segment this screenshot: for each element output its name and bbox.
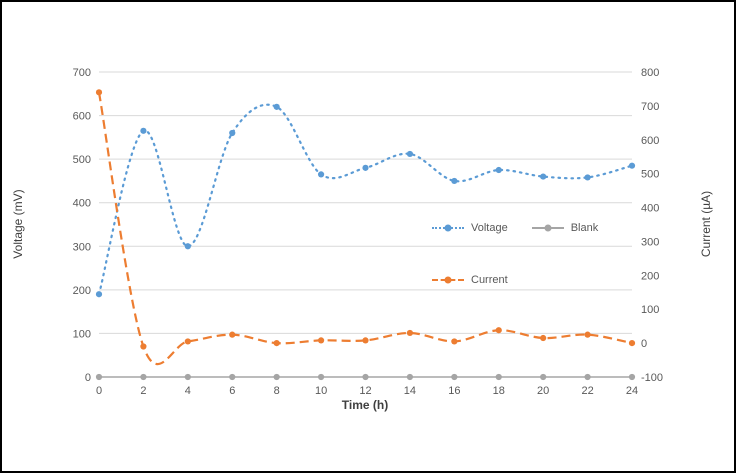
x-tick-label: 18 — [493, 385, 505, 397]
x-tick-label: 12 — [359, 385, 371, 397]
x-tick-label: 16 — [448, 385, 460, 397]
x-tick-label: 10 — [315, 385, 327, 397]
blank-data-point-marker — [584, 373, 591, 381]
current-data-point-marker — [540, 334, 547, 342]
x-tick-label: 20 — [537, 385, 549, 397]
voltage-data-point-marker — [540, 173, 547, 180]
x-tick-label: 2 — [140, 385, 146, 397]
legend-item-current[interactable]: Current — [432, 274, 508, 286]
x-axis-title: Time (h) — [341, 398, 389, 412]
right-tick-label: 500 — [641, 169, 659, 181]
voltage-data-point-marker — [362, 164, 369, 171]
legend-item-voltage[interactable]: Voltage — [432, 222, 508, 234]
blank-data-point-marker — [184, 373, 191, 381]
left-tick-label: 500 — [73, 154, 91, 166]
legend-label-voltage: Voltage — [471, 222, 508, 234]
right-tick-label: 600 — [641, 135, 659, 147]
blank-data-point-marker — [406, 373, 414, 381]
left-tick-label: 400 — [73, 198, 91, 210]
voltage-data-point-marker — [584, 174, 591, 181]
legend-label-current: Current — [471, 274, 508, 286]
voltage-line — [97, 103, 634, 296]
voltage-data-point-marker — [273, 103, 280, 110]
voltage-data-point-marker — [184, 243, 191, 250]
current-data-point-marker — [628, 340, 636, 347]
right-tick-label: 800 — [641, 67, 659, 79]
left-tick-label: 0 — [85, 372, 91, 384]
voltage-data-point-marker — [406, 150, 414, 158]
blank-data-point-marker — [495, 373, 502, 381]
legend-label-blank: Blank — [570, 222, 599, 234]
current-data-point-marker — [140, 343, 147, 350]
current-data-point-marker — [184, 338, 191, 345]
right-tick-label: 300 — [641, 236, 659, 248]
current-data-point-marker — [406, 329, 414, 337]
current-line-sample — [432, 276, 464, 284]
x-tick-label: 4 — [185, 385, 191, 397]
left-tick-label: 300 — [73, 241, 91, 253]
voltage-data-point-marker — [451, 177, 458, 185]
blank-data-point-marker — [628, 373, 636, 381]
right-axis-title: Current (µA) — [699, 190, 713, 258]
x-tick-label: 0 — [96, 385, 102, 397]
current-data-point-marker — [229, 331, 236, 338]
current-data-point-marker — [95, 89, 103, 96]
voltage-data-point-marker — [495, 166, 502, 174]
legend-row-1: Voltage Blank — [432, 222, 598, 234]
blank-data-point-marker — [451, 373, 458, 381]
left-tick-label: 700 — [73, 67, 91, 79]
voltage-data-point-marker — [140, 127, 147, 134]
current-data-point-marker — [317, 337, 325, 344]
right-tick-label: 200 — [641, 270, 659, 282]
blank-data-point-marker — [362, 373, 369, 381]
voltage-data-point-marker — [229, 129, 236, 137]
blank-data-point-marker — [95, 373, 103, 381]
left-axis-title: Voltage (mV) — [11, 189, 25, 259]
blank-data-point-marker — [229, 373, 236, 381]
voltage-data-point-marker — [317, 171, 325, 178]
blank-line-sample — [531, 224, 564, 232]
x-tick-label: 6 — [229, 385, 235, 397]
left-tick-label: 200 — [73, 285, 91, 297]
x-tick-label: 22 — [581, 385, 593, 397]
right-tick-label: -100 — [641, 372, 663, 384]
x-tick-label: 14 — [404, 385, 416, 397]
right-tick-label: 0 — [641, 338, 647, 350]
right-tick-label: 100 — [641, 304, 659, 316]
current-data-point-marker — [451, 338, 458, 345]
legend-item-blank[interactable]: Blank — [531, 222, 599, 234]
voltage-data-point-marker — [95, 291, 103, 298]
current-data-point-marker — [362, 337, 369, 344]
voltage-data-point-marker — [628, 162, 636, 169]
x-tick-label: 8 — [274, 385, 280, 397]
left-tick-label: 600 — [73, 111, 91, 123]
blank-data-point-marker — [140, 373, 147, 381]
x-tick-label: 24 — [626, 385, 638, 397]
current-data-point-marker — [584, 331, 591, 338]
current-data-point-marker — [273, 340, 280, 347]
current-data-point-marker — [495, 327, 502, 334]
blank-data-point-marker — [317, 373, 325, 381]
left-tick-label: 100 — [73, 328, 91, 340]
current-line — [97, 92, 633, 365]
legend-row-2: Current — [432, 274, 508, 286]
blank-data-point-marker — [540, 373, 547, 381]
blank-data-point-marker — [273, 373, 280, 381]
right-tick-label: 400 — [641, 203, 659, 215]
voltage-line-sample — [432, 224, 464, 232]
right-tick-label: 700 — [641, 101, 659, 113]
